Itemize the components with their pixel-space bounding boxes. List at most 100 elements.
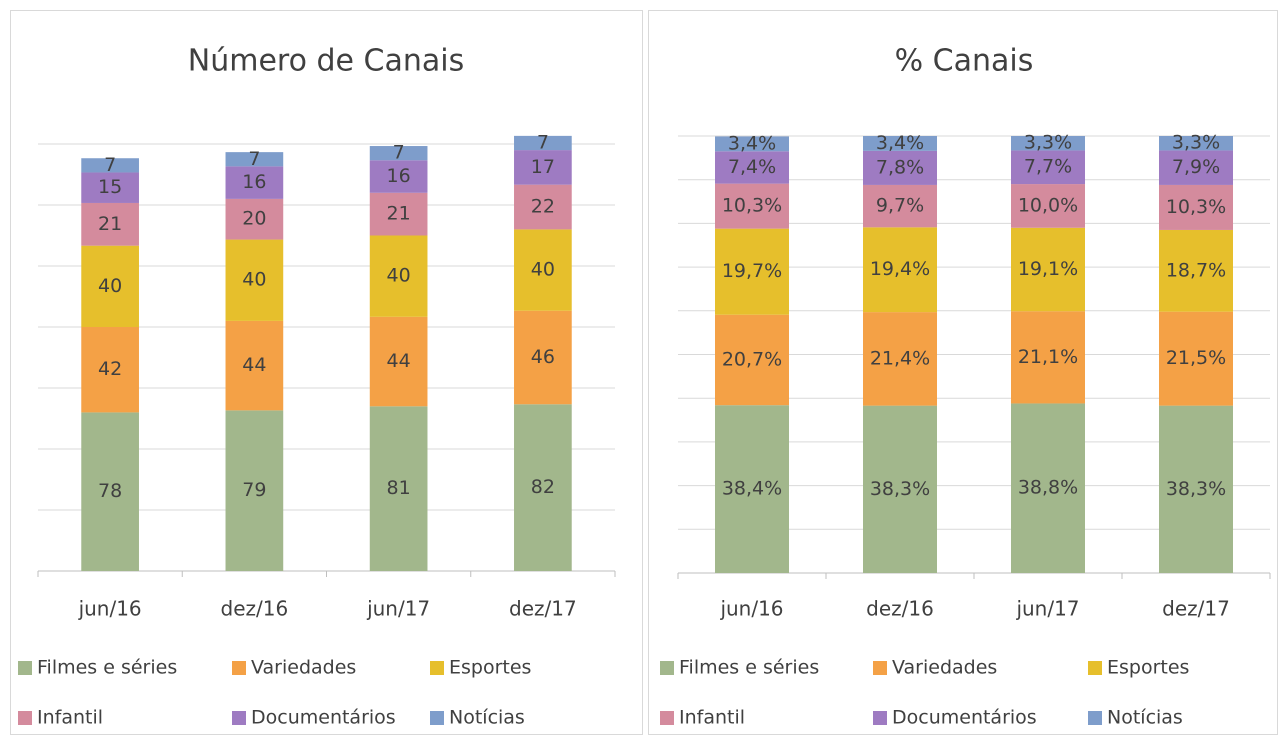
bar-segment	[369, 160, 428, 193]
data-label: 7,9%	[1172, 156, 1220, 178]
bar-segment	[1011, 136, 1085, 151]
bar-segment	[715, 314, 789, 406]
data-label: 10,0%	[1018, 194, 1078, 216]
bar-segment	[369, 192, 428, 236]
bar-segment	[369, 406, 428, 571]
bar-segment	[225, 166, 284, 199]
bar-segment	[1011, 403, 1085, 573]
bar-segment	[863, 136, 937, 151]
legend-label: Variedades	[892, 657, 997, 679]
bar-segment	[1159, 229, 1233, 312]
data-label: 16	[387, 165, 411, 187]
bar-segment	[514, 135, 572, 151]
legend-label: Documentários	[251, 707, 396, 729]
legend-label: Filmes e séries	[37, 657, 177, 679]
x-tick-label: jun/17	[1015, 597, 1079, 621]
bar-segment	[715, 228, 789, 315]
legend-swatch	[1088, 661, 1102, 675]
legend-swatch	[873, 661, 887, 675]
legend-swatch	[660, 661, 674, 675]
data-label: 38,8%	[1018, 477, 1078, 499]
bar-segment	[514, 404, 572, 571]
legend-label: Notícias	[1107, 707, 1183, 729]
data-label: 42	[98, 358, 122, 380]
legend-label: Variedades	[251, 657, 356, 679]
bar-segment	[715, 151, 789, 184]
bar-segment	[81, 158, 139, 173]
bar-segment	[514, 184, 572, 230]
bar-segment	[715, 405, 789, 573]
data-label: 82	[531, 476, 555, 498]
data-label: 46	[531, 346, 555, 368]
bar-segment	[81, 412, 139, 571]
bar-segment	[514, 310, 572, 405]
x-tick-label: jun/17	[366, 597, 430, 621]
bar-segment	[1159, 311, 1233, 406]
data-label: 16	[242, 171, 266, 193]
legend-label: Notícias	[449, 707, 525, 729]
data-label: 20,7%	[722, 348, 782, 370]
bar-segment	[514, 229, 572, 311]
data-label: 21,1%	[1018, 346, 1078, 368]
bar-segment	[369, 146, 428, 161]
bar-segment	[225, 320, 284, 411]
data-label: 21,5%	[1166, 347, 1226, 369]
data-label: 7,4%	[728, 156, 776, 178]
bar-segment	[1011, 184, 1085, 228]
bar-segment	[81, 202, 139, 246]
legend-swatch	[430, 711, 444, 725]
data-label: 21	[98, 213, 122, 235]
data-label: 21	[387, 203, 411, 225]
chart-title: % Canais	[895, 44, 1034, 79]
chart-title: Número de Canais	[188, 44, 464, 79]
legend-label: Filmes e séries	[679, 657, 819, 679]
data-label: 40	[242, 269, 266, 291]
bar-segment	[863, 405, 937, 573]
data-label: 7	[248, 148, 260, 170]
data-label: 15	[98, 176, 122, 198]
bar-segment	[863, 150, 937, 185]
bar-segment	[225, 239, 284, 321]
bar-segment	[81, 327, 139, 413]
data-label: 78	[98, 480, 122, 502]
data-label: 10,3%	[722, 195, 782, 217]
bar-segment	[225, 152, 284, 167]
x-tick-label: dez/16	[221, 597, 289, 621]
legend-swatch	[660, 711, 674, 725]
bar-segment	[715, 136, 789, 152]
data-label: 3,3%	[1172, 132, 1220, 154]
data-label: 7	[393, 142, 405, 164]
bar-segment	[1011, 227, 1085, 312]
legend-swatch	[232, 661, 246, 675]
bar-segment	[863, 227, 937, 313]
data-label: 17	[531, 156, 555, 178]
legend-swatch	[232, 711, 246, 725]
data-label: 19,7%	[722, 260, 782, 282]
bar-segment	[863, 184, 937, 228]
data-label: 44	[242, 354, 266, 376]
bar-segment	[1159, 184, 1233, 230]
bar-segment	[369, 235, 428, 317]
data-label: 3,4%	[876, 132, 924, 154]
data-label: 7	[537, 131, 549, 153]
data-label: 10,3%	[1166, 196, 1226, 218]
data-label: 40	[387, 265, 411, 287]
data-label: 40	[531, 259, 555, 281]
bar-segment	[1159, 136, 1233, 151]
bar-segment	[1011, 311, 1085, 404]
data-label: 38,3%	[870, 478, 930, 500]
x-tick-label: dez/17	[509, 597, 577, 621]
data-label: 40	[98, 275, 122, 297]
legend-label: Infantil	[679, 707, 745, 729]
data-label: 38,3%	[1166, 478, 1226, 500]
legend-swatch	[430, 661, 444, 675]
legend-label: Esportes	[1107, 657, 1189, 679]
data-label: 3,4%	[728, 132, 776, 154]
legend-label: Esportes	[449, 657, 531, 679]
bar-segment	[514, 150, 572, 185]
legend-swatch	[1088, 711, 1102, 725]
bar-segment	[225, 410, 284, 571]
bar-segment	[863, 312, 937, 406]
x-tick-label: dez/16	[866, 597, 934, 621]
